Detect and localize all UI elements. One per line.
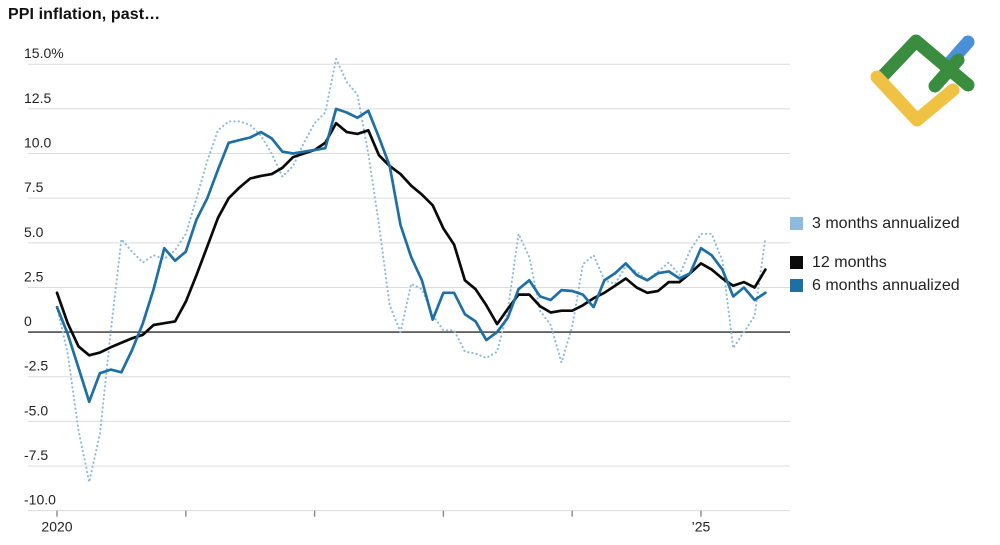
legend-item-3-months: 3 months annualized <box>790 214 995 233</box>
y-tick-label: -7.5 <box>24 447 48 463</box>
legend-item-12-months: 12 months <box>790 253 995 272</box>
x-tick-label: 2020 <box>41 519 72 535</box>
y-tick-label: -5.0 <box>24 402 48 418</box>
series-line-3-months-annualized <box>55 57 767 484</box>
logo-yellow-check-stroke <box>870 70 960 127</box>
litefinance-logo-icon <box>870 34 975 127</box>
chart-legend: 3 months annualized 12 months 6 months a… <box>790 214 995 295</box>
logo-green-stroke <box>873 34 975 92</box>
x-tick-label: ’25 <box>692 519 711 535</box>
legend-label-3-months: 3 months annualized <box>812 214 960 232</box>
y-tick-label: 5.0 <box>24 224 44 240</box>
y-tick-label: 2.5 <box>24 268 44 284</box>
legend-swatch-3-months-icon <box>790 217 803 230</box>
chart-title: PPI inflation, past… <box>8 6 161 23</box>
legend-swatch-12-months-icon <box>790 256 803 269</box>
y-tick-label: -10.0 <box>24 492 56 508</box>
y-tick-label: -2.5 <box>24 358 48 374</box>
series-line-6-months-annualized <box>55 107 767 404</box>
y-tick-label: 12.5 <box>24 90 51 106</box>
legend-label-6-months: 6 months annualized <box>812 276 960 294</box>
y-tick-label: 10.0 <box>24 135 51 151</box>
legend-item-6-months: 6 months annualized <box>790 276 995 295</box>
legend-swatch-6-months-icon <box>790 279 803 292</box>
series-line-12-months <box>55 121 767 357</box>
y-tick-label: 0 <box>24 313 32 329</box>
y-tick-label: 7.5 <box>24 179 44 195</box>
legend-label-12-months: 12 months <box>812 253 887 271</box>
y-tick-label: 15.0% <box>24 45 64 61</box>
